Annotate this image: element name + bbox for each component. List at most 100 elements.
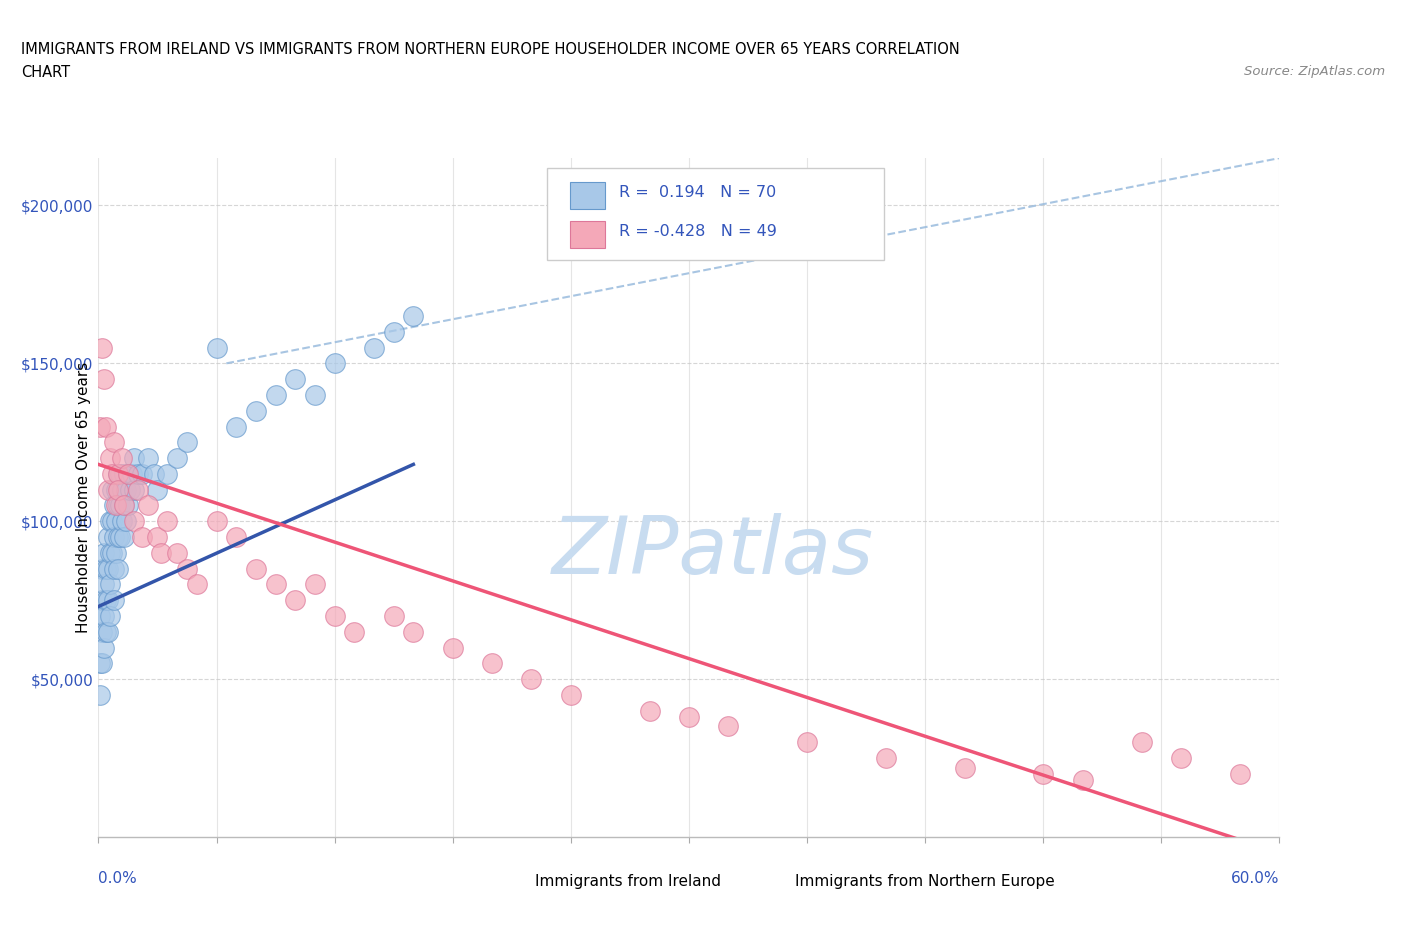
Point <box>101 513 124 528</box>
Point <box>1071 773 1094 788</box>
Point <box>117 467 139 482</box>
Point <box>146 529 169 544</box>
Point <box>107 467 129 482</box>
Point <box>304 577 326 591</box>
Point <box>115 483 138 498</box>
Point <box>166 545 188 560</box>
Point <box>98 608 121 623</box>
Point <box>108 498 131 512</box>
Text: 0.0%: 0.0% <box>98 870 138 886</box>
Point <box>481 656 503 671</box>
Y-axis label: Householder Income Over 65 years: Householder Income Over 65 years <box>76 362 91 633</box>
Point <box>245 404 267 418</box>
Point <box>560 687 582 702</box>
Point <box>121 467 143 482</box>
Point <box>678 710 700 724</box>
Point <box>111 451 134 466</box>
Point <box>96 624 118 639</box>
Point <box>97 592 120 607</box>
Text: ZIPatlas: ZIPatlas <box>551 512 873 591</box>
Point <box>717 719 740 734</box>
Text: 60.0%: 60.0% <box>1232 870 1279 886</box>
Point <box>225 529 247 544</box>
Point <box>112 529 135 544</box>
Point <box>105 498 128 512</box>
Point <box>186 577 208 591</box>
Point <box>127 467 149 482</box>
Point <box>89 687 111 702</box>
Point <box>103 498 125 512</box>
Point <box>98 545 121 560</box>
Point <box>382 608 405 623</box>
Point <box>402 309 425 324</box>
Point <box>97 561 120 576</box>
Point <box>112 498 135 512</box>
Point <box>122 513 145 528</box>
Text: Source: ZipAtlas.com: Source: ZipAtlas.com <box>1244 65 1385 78</box>
Point <box>1170 751 1192 765</box>
Text: Immigrants from Northern Europe: Immigrants from Northern Europe <box>796 873 1054 889</box>
Point <box>146 483 169 498</box>
Point <box>89 656 111 671</box>
Text: IMMIGRANTS FROM IRELAND VS IMMIGRANTS FROM NORTHERN EUROPE HOUSEHOLDER INCOME OV: IMMIGRANTS FROM IRELAND VS IMMIGRANTS FR… <box>21 42 960 57</box>
Text: CHART: CHART <box>21 65 70 80</box>
Point <box>96 592 118 607</box>
Point <box>97 624 120 639</box>
Point <box>875 751 897 765</box>
Point <box>93 577 115 591</box>
Text: Immigrants from Ireland: Immigrants from Ireland <box>536 873 721 889</box>
Point <box>103 561 125 576</box>
Point <box>107 483 129 498</box>
Point <box>96 419 118 434</box>
Point <box>122 483 145 498</box>
Point <box>101 483 124 498</box>
Point <box>107 467 129 482</box>
Point <box>98 451 121 466</box>
Bar <box>482 870 530 891</box>
Point <box>205 513 228 528</box>
Point <box>284 372 307 387</box>
Point <box>1229 766 1251 781</box>
Bar <box>569 221 605 248</box>
Point <box>91 561 114 576</box>
Point <box>245 561 267 576</box>
Point <box>103 592 125 607</box>
Point <box>96 561 118 576</box>
Point <box>91 340 114 355</box>
Point <box>101 545 124 560</box>
Point <box>1130 735 1153 750</box>
Point <box>91 592 114 607</box>
Point <box>520 671 543 686</box>
Point <box>112 467 135 482</box>
Point <box>91 656 114 671</box>
Point <box>1032 766 1054 781</box>
Point <box>284 592 307 607</box>
Point <box>115 513 138 528</box>
Text: R = -0.428   N = 49: R = -0.428 N = 49 <box>619 223 778 239</box>
Point <box>117 467 139 482</box>
Point <box>89 419 111 434</box>
Point <box>953 760 976 775</box>
Point <box>107 498 129 512</box>
Point <box>264 388 287 403</box>
Point <box>89 608 111 623</box>
Point <box>97 483 120 498</box>
Point <box>93 608 115 623</box>
Point <box>108 529 131 544</box>
Point <box>205 340 228 355</box>
Point <box>363 340 385 355</box>
Point <box>103 529 125 544</box>
Point <box>107 561 129 576</box>
Point <box>103 435 125 450</box>
Point <box>382 325 405 339</box>
Point <box>264 577 287 591</box>
Point <box>91 624 114 639</box>
Point <box>93 640 115 655</box>
Bar <box>742 870 789 891</box>
Point <box>118 483 141 498</box>
Point <box>105 513 128 528</box>
Point <box>131 467 153 482</box>
Point <box>343 624 366 639</box>
Point <box>166 451 188 466</box>
Point <box>98 513 121 528</box>
